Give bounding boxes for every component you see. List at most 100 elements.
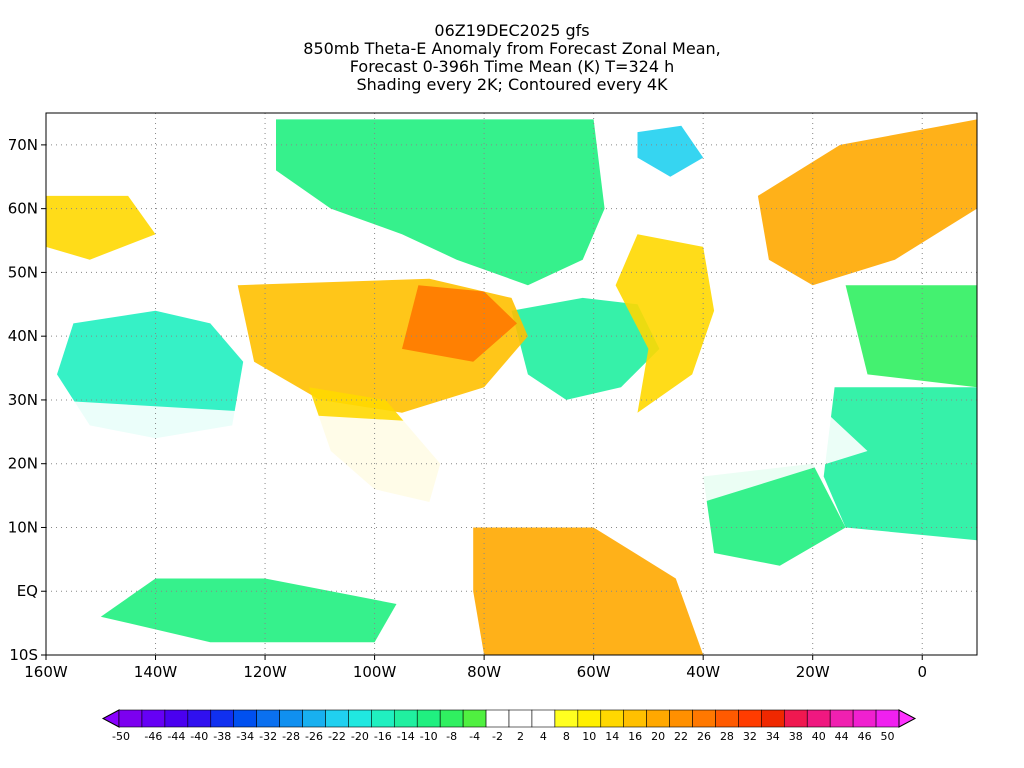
chart-title-line3: Forecast 0-396h Time Mean (K) T=324 h [349,57,675,76]
colorbar-swatch [508,709,533,728]
y-tick-label: 10N [8,518,38,536]
colorbar-label: 28 [720,730,734,743]
colorbar-swatch [233,709,257,728]
colorbar-swatch [416,709,441,728]
y-tick-label: EQ [17,582,38,600]
x-tick-label: 140W [134,663,178,681]
colorbar-swatch [141,709,166,728]
chart-title-block: 06Z19DEC2025 gfs 850mb Theta-E Anomaly f… [0,22,1024,94]
colorbar-label: -16 [374,730,392,743]
map-plot-area [45,112,978,656]
colorbar-swatch [669,709,693,728]
colorbar-swatch [554,709,579,728]
colorbar-label: -8 [446,730,457,743]
anomaly-region-9 [402,285,517,362]
colorbar-swatch [738,709,762,728]
colorbar-label: 22 [674,730,688,743]
colorbar-label: 34 [766,730,780,743]
colorbar-under-arrow [101,709,120,728]
anomaly-region-2 [511,297,660,400]
anomaly-region-4 [823,387,977,541]
colorbar-swatch [852,709,877,728]
colorbar-swatch [118,709,143,728]
colorbar-swatch [187,709,212,728]
colorbar-label: 44 [835,730,849,743]
colorbar-label: -14 [397,730,415,743]
colorbar-label: 8 [563,730,570,743]
chart-title-line2: 850mb Theta-E Anomaly from Forecast Zona… [303,39,721,58]
grid-lines [46,113,977,655]
colorbar-label: 2 [517,730,524,743]
x-tick-label: 100W [353,663,397,681]
colorbar-swatch [646,709,670,728]
colorbar-label: 10 [582,730,596,743]
x-axis-ticks: 160W 140W 120W 100W 80W 60W 40W 20W 0 [24,655,927,681]
colorbar: -50 -46 -44 -40 -38 -34 -32 -28 -26 -22 -20 -16 -14-… [101,709,917,743]
colorbar-label: -40 [190,730,208,743]
colorbar-label: -10 [420,730,438,743]
colorbar-swatch [325,709,349,728]
y-tick-label: 50N [8,263,38,281]
colorbar-label: -26 [305,730,323,743]
y-tick-label: 70N [8,136,38,154]
colorbar-swatch [806,709,831,728]
colorbar-label: -20 [351,730,369,743]
colorbar-label: 46 [858,730,872,743]
colorbar-swatch [761,709,785,728]
colorbar-swatch [439,709,464,728]
anomaly-shading [46,119,977,655]
colorbar-label: -50 [112,730,130,743]
colorbar-swatch [875,709,900,728]
x-tick-label: 160W [24,663,68,681]
colorbar-swatch [348,709,372,728]
colorbar-swatch [783,709,808,728]
colorbar-label: -4 [469,730,480,743]
colorbar-label: 32 [743,730,757,743]
colorbar-label: -32 [259,730,277,743]
anomaly-region-0 [276,119,605,286]
colorbar-label: 40 [812,730,826,743]
colorbar-label: -2 [492,730,503,743]
x-tick-label: 20W [796,663,830,681]
chart-title-line4: Shading every 2K; Contoured every 4K [356,75,668,94]
colorbar-over-arrow [898,709,917,728]
colorbar-label: 50 [881,730,895,743]
anomaly-region-11 [46,195,156,260]
anomaly-region-14 [473,527,704,655]
colorbar-swatch [692,709,716,728]
x-tick-label: 120W [243,663,287,681]
colorbar-swatch [393,709,418,728]
anomaly-region-3 [637,125,704,177]
colorbar-label: 20 [651,730,665,743]
colorbar-swatch [600,709,625,728]
anomaly-region-13 [615,234,715,413]
x-tick-label: 80W [467,663,501,681]
colorbar-swatch [829,709,854,728]
colorbar-swatch [279,709,303,728]
y-tick-label: 60N [8,200,38,218]
colorbar-swatch [210,709,235,728]
colorbar-swatch [302,709,326,728]
x-tick-label: 40W [686,663,720,681]
colorbar-swatch [577,709,602,728]
chart-run-label: 06Z19DEC2025 gfs [434,21,590,40]
y-tick-label: 20N [8,455,38,473]
plot-frame [45,112,978,656]
colorbar-label: 14 [605,730,619,743]
colorbar-label: 4 [540,730,547,743]
colorbar-swatch [623,709,647,728]
colorbar-label: 38 [789,730,803,743]
y-tick-label: 30N [8,391,38,409]
colorbar-label: -44 [167,730,185,743]
anomaly-region-15 [46,399,868,502]
anomaly-region-6 [100,578,397,643]
x-tick-label: 60W [577,663,611,681]
x-tick-label: 0 [917,663,927,681]
colorbar-swatch [256,709,280,728]
colorbar-label: -22 [328,730,346,743]
colorbar-swatch [164,709,189,728]
colorbar-swatch [485,709,510,728]
colorbar-swatch [371,709,395,728]
colorbar-swatch [531,709,556,728]
